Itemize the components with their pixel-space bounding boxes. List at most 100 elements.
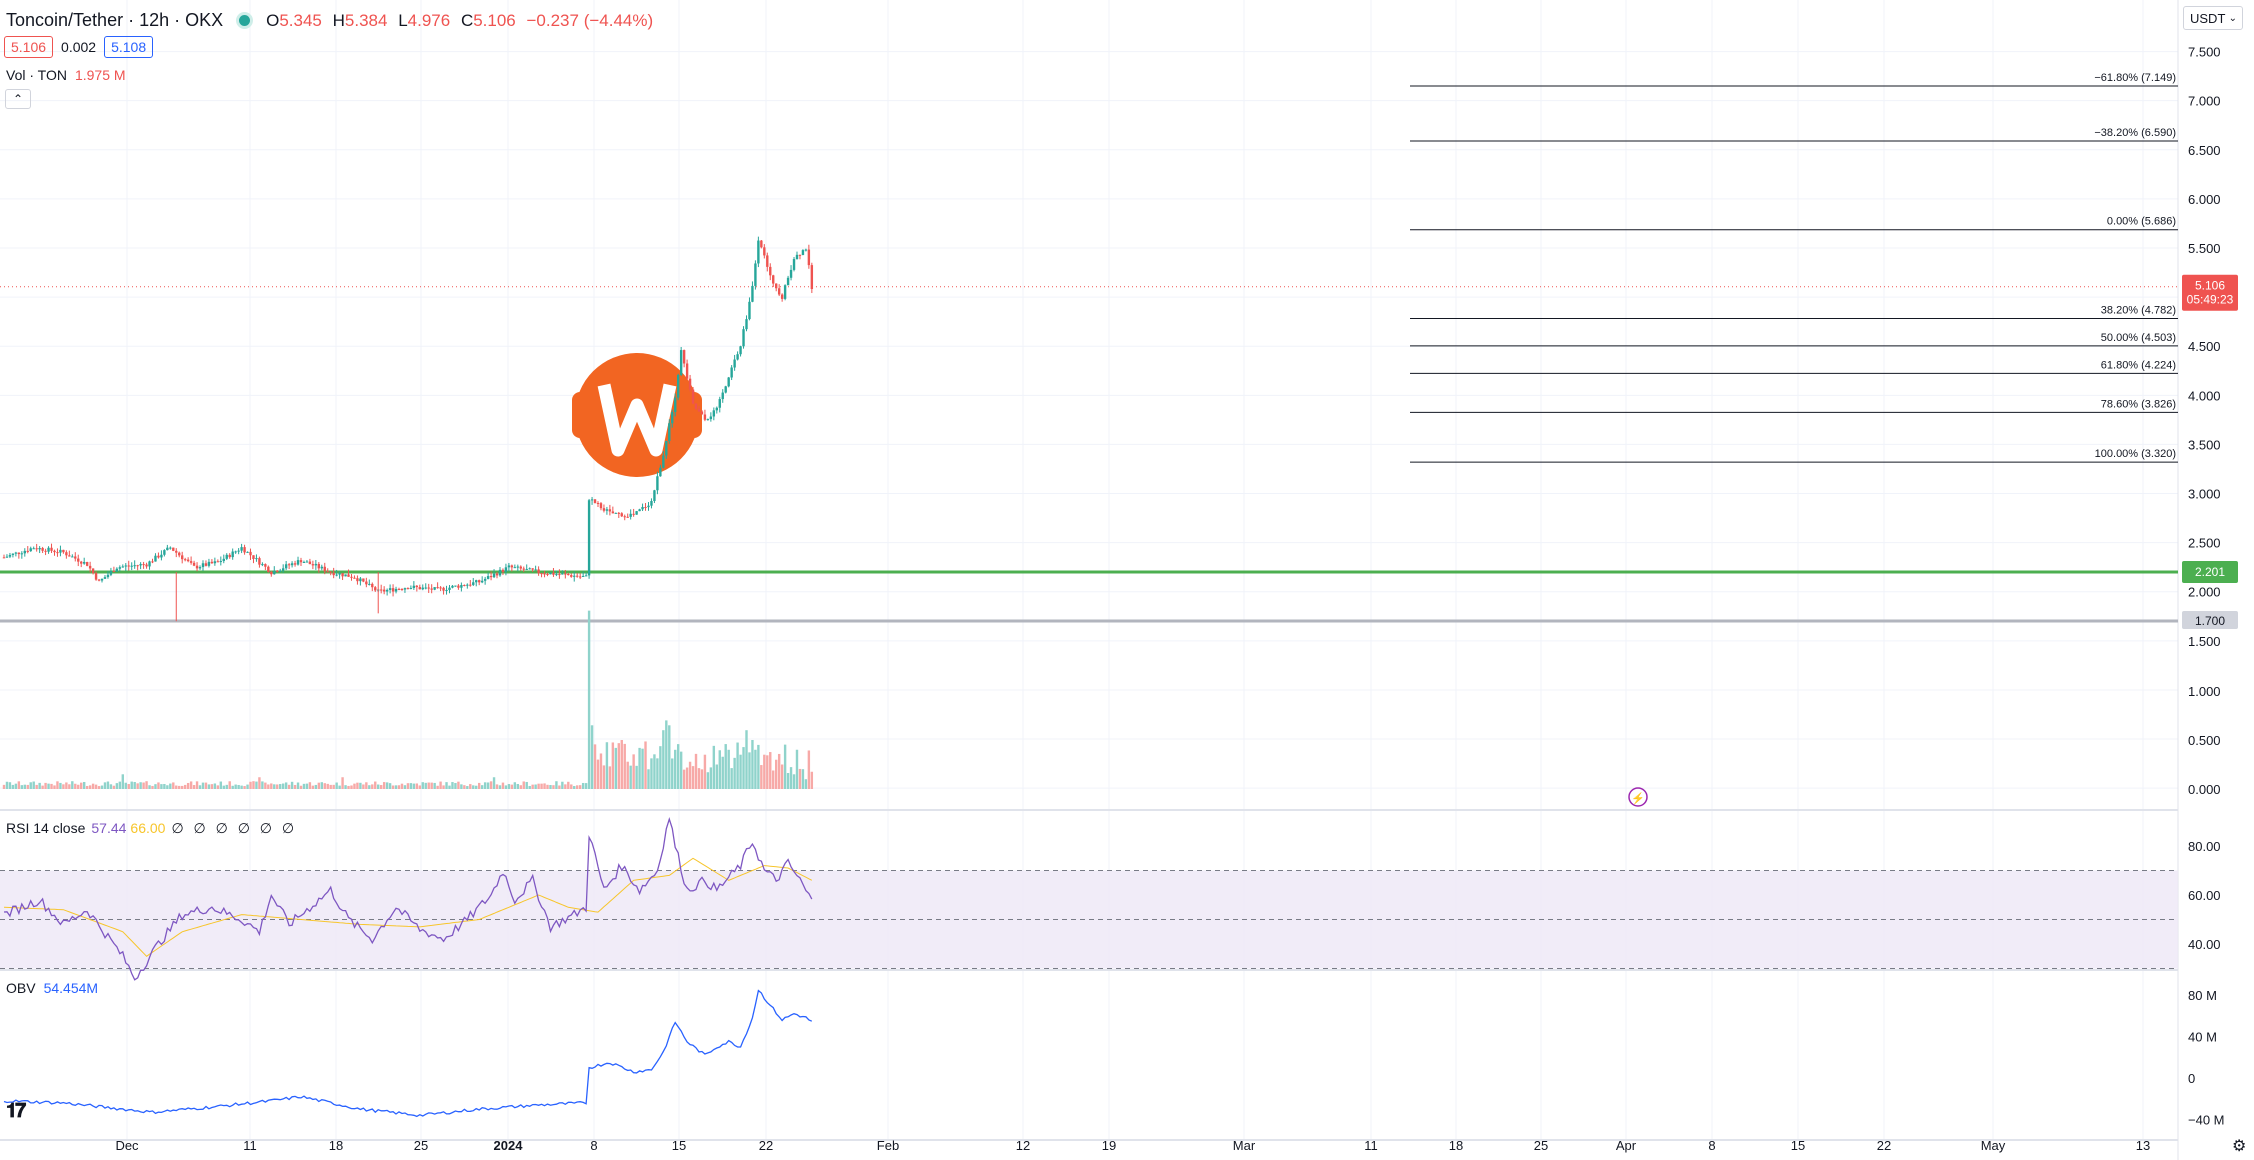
candle-body	[760, 240, 763, 248]
candle-body	[2, 557, 6, 559]
rsi-tick: 60.00	[2188, 888, 2221, 903]
volume-bar	[154, 784, 157, 789]
volume-bar	[754, 749, 757, 789]
candle-body	[157, 555, 160, 558]
ask-price[interactable]: 5.108	[104, 36, 154, 58]
candle-body	[617, 512, 620, 514]
candle-body	[32, 548, 35, 550]
volume-bar	[623, 743, 626, 789]
candle-body	[418, 587, 421, 590]
symbol-title[interactable]: Toncoin/Tether · 12h · OKX	[6, 10, 224, 30]
volume-bar	[166, 785, 169, 789]
volume-bar	[130, 781, 133, 789]
volume-bar	[252, 781, 255, 789]
candle-body	[430, 588, 433, 590]
candle-body	[296, 560, 300, 565]
volume-bar	[742, 747, 745, 789]
candle-body	[736, 354, 739, 360]
candle-body	[534, 569, 537, 571]
time-tick: 22	[759, 1138, 773, 1153]
candle-body	[299, 560, 303, 563]
volume-bar	[599, 753, 603, 789]
volume-bar	[338, 785, 341, 789]
candle-body	[77, 558, 80, 562]
candle-body	[674, 397, 677, 412]
volume-bar	[682, 769, 686, 789]
fibonacci-levels[interactable]: −61.80% (7.149) −38.20% (6.590) 0.00% (5.6…	[1410, 72, 2178, 463]
volume-bar	[5, 781, 9, 789]
volume-bar	[175, 785, 178, 789]
volume-bar	[88, 785, 92, 789]
currency-select[interactable]: USDT ⌄	[2183, 6, 2243, 30]
axes: 7.5007.0006.5006.0005.5005.0004.5004.000…	[115, 45, 2238, 1153]
volume-bar	[810, 771, 814, 789]
volume-bar	[792, 774, 796, 789]
candle-body	[59, 549, 62, 553]
volume-bar	[409, 783, 413, 789]
price-tick: 1.000	[2188, 684, 2221, 699]
support-tag	[2182, 561, 2238, 583]
candle-body	[385, 589, 389, 592]
chevron-up-icon[interactable]: ⌃	[5, 89, 31, 109]
bid-ask-box: 5.106 0.002 5.108	[4, 36, 154, 58]
volume-label: Vol · TON	[6, 67, 67, 83]
volume-bar	[641, 748, 644, 789]
candle-body	[439, 587, 442, 589]
volume-bar	[323, 783, 326, 789]
volume-bar	[709, 767, 713, 789]
candle-body	[374, 587, 377, 591]
volume-bar	[510, 784, 514, 789]
pane-separators	[0, 0, 2179, 1160]
volume-bar	[2, 784, 6, 789]
candle-body	[706, 419, 710, 421]
market-status-icon[interactable]	[239, 15, 251, 26]
candle-body	[169, 547, 172, 549]
bid-price[interactable]: 5.106	[4, 36, 54, 58]
candle-body	[608, 509, 612, 512]
candle-body	[311, 564, 315, 566]
candle-body	[353, 577, 356, 579]
volume-bar	[121, 774, 124, 789]
volume-bar	[653, 754, 656, 789]
candle-body	[623, 516, 626, 518]
candle-body	[590, 499, 594, 501]
volume-bar	[783, 744, 787, 789]
volume-bars	[2, 610, 814, 789]
volume-bar	[172, 782, 175, 789]
fib-label: 50.00% (4.503)	[2101, 332, 2176, 344]
candle-body	[142, 564, 145, 566]
ohlc-values: O5.345 H5.384 L4.976 C5.106 −0.237 (−4.4…	[266, 10, 654, 30]
candle-body	[810, 265, 814, 290]
volume-bar	[466, 786, 469, 789]
tradingview-logo-icon[interactable]: 𝟏𝟕	[6, 1100, 26, 1122]
last-price-tag-text: 5.106	[2195, 279, 2225, 293]
volume-bar	[192, 785, 196, 789]
volume-bar	[587, 610, 591, 789]
gear-icon[interactable]: ⚙	[2232, 1138, 2247, 1155]
volume-bar	[127, 784, 130, 789]
candle-body	[97, 579, 101, 581]
candle-body	[647, 505, 650, 508]
candle-body	[525, 568, 528, 570]
volume-bar	[249, 781, 252, 789]
candle-body	[570, 575, 573, 577]
volume-bar	[676, 744, 680, 789]
candle-body	[189, 561, 193, 563]
volume-bar	[382, 782, 386, 789]
volume-bar	[650, 758, 653, 789]
candle-body	[397, 588, 401, 590]
candle-body	[671, 411, 674, 424]
candle-body	[442, 587, 445, 591]
candle-body	[240, 547, 243, 551]
volume-bar	[534, 784, 537, 789]
horizontal-lines[interactable]	[0, 286, 2178, 623]
volume-bar	[44, 782, 47, 789]
volume-bar	[674, 749, 677, 789]
candle-body	[754, 263, 757, 286]
volume-bar	[365, 782, 368, 789]
candle-body	[406, 588, 410, 590]
candle-body	[178, 552, 181, 556]
candle-body	[88, 565, 92, 569]
candle-body	[228, 554, 231, 558]
